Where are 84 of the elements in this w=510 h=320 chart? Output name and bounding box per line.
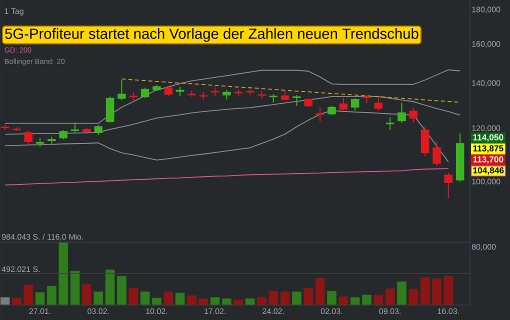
bar <box>397 282 406 306</box>
candlestick <box>94 124 103 136</box>
candlestick <box>164 86 173 96</box>
y-tick-label: 100,000 <box>472 178 500 186</box>
bar <box>350 297 360 306</box>
bar <box>128 288 138 306</box>
bar <box>327 290 336 306</box>
candlestick <box>118 80 126 101</box>
text: 104,846 <box>473 167 504 175</box>
bar <box>70 270 80 306</box>
candlestick <box>129 92 138 102</box>
x-tick-label: 27.01. <box>29 308 50 314</box>
x-tick-label: 17.02. <box>204 308 226 314</box>
text: 5G-Profiteur startet nach Vorlage der Zahlen neuen Trendschub <box>5 28 418 42</box>
y-tick-label: 120,000 <box>472 125 500 132</box>
bar <box>12 298 22 306</box>
bar <box>408 289 418 306</box>
bar <box>304 288 314 306</box>
y-tick-label: 180,000 <box>472 6 500 14</box>
bar <box>47 286 56 306</box>
bar <box>268 290 278 306</box>
candlestick <box>420 126 430 156</box>
bar <box>432 278 442 306</box>
bar <box>24 284 33 306</box>
candlestick <box>328 105 336 116</box>
bar <box>374 294 384 306</box>
candlestick <box>106 96 114 124</box>
bar <box>140 292 150 306</box>
candlestick <box>374 96 383 112</box>
y-tick-label: 140,000 <box>472 80 500 87</box>
x-tick-label: 03.02. <box>88 308 109 314</box>
candlestick <box>339 97 348 110</box>
x-tick-label: 02.03. <box>320 308 342 314</box>
ref-line-label: 492.021 S. <box>2 266 40 272</box>
bar <box>94 292 104 306</box>
bar <box>35 292 45 306</box>
bar <box>152 298 162 306</box>
bar <box>187 295 196 306</box>
candlestick <box>222 89 231 100</box>
candlestick <box>140 87 150 99</box>
bar <box>117 276 126 306</box>
y-tick-label: 80,000 <box>472 244 496 251</box>
text: 113,700 <box>473 156 504 164</box>
bar <box>222 298 232 306</box>
x-tick-label: 24.02. <box>262 308 284 314</box>
y-tick-label: 160,000 <box>472 41 500 48</box>
text: 114,050 <box>473 134 504 142</box>
bar <box>0 297 10 306</box>
candlestick <box>59 130 68 140</box>
bar <box>175 292 185 306</box>
bar <box>105 270 115 306</box>
bar <box>257 297 266 306</box>
bar <box>338 296 348 306</box>
candlestick <box>176 86 184 96</box>
bar <box>420 277 430 306</box>
candlestick <box>409 107 418 124</box>
bar <box>245 298 255 306</box>
x-tick-label: 16.03. <box>438 308 459 314</box>
candlestick <box>386 116 394 131</box>
candlestick <box>70 122 80 134</box>
x-tick-label: 09.03. <box>379 308 400 314</box>
text: 113,875 <box>473 145 504 153</box>
bar <box>58 242 68 306</box>
candlestick <box>24 130 32 144</box>
bar <box>280 292 290 306</box>
candlestick <box>350 98 360 112</box>
bar <box>385 288 395 306</box>
bar <box>234 300 244 306</box>
candlestick <box>316 106 324 122</box>
ref-line-label: 984.043 S. / 116,0 Mio. <box>2 234 83 241</box>
bar <box>315 278 325 306</box>
bar <box>82 284 92 306</box>
text: 1 Tag <box>4 8 24 16</box>
bar <box>164 292 174 306</box>
x-tick-label: 10.02. <box>146 308 168 314</box>
candlestick <box>292 94 301 106</box>
bar <box>444 276 454 306</box>
candlestick <box>432 141 441 167</box>
candlestick <box>398 102 406 124</box>
bar <box>210 297 220 306</box>
bar <box>362 294 372 306</box>
candlestick <box>444 172 453 199</box>
bar <box>292 292 302 306</box>
bar <box>198 298 208 306</box>
